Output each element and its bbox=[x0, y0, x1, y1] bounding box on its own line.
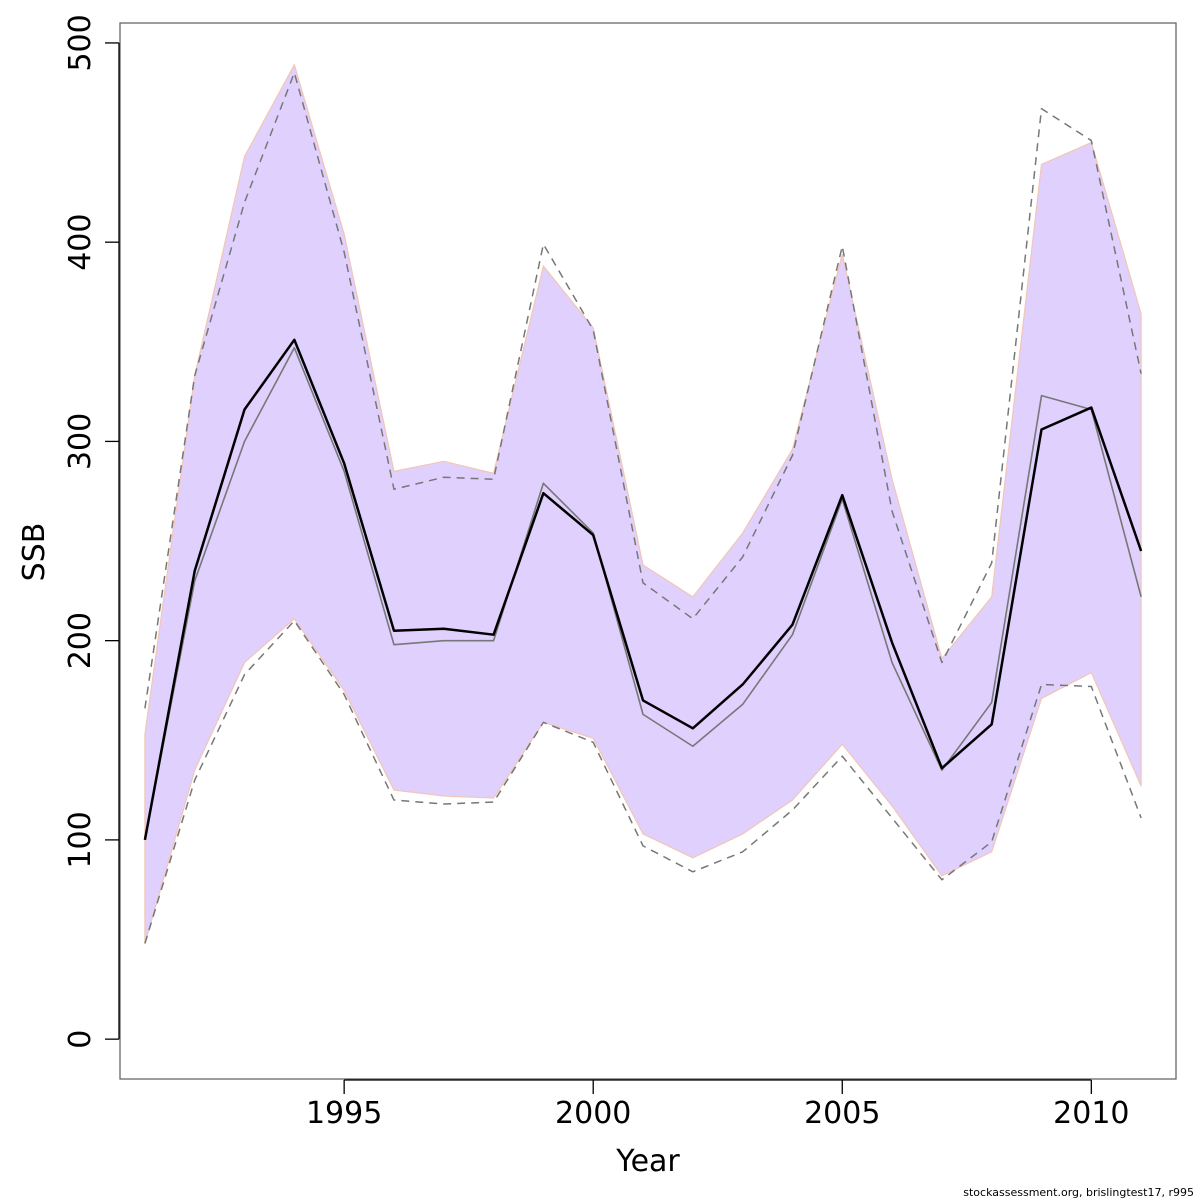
y-tick-label: 200 bbox=[63, 612, 98, 669]
axes-layer: 1995 2000 2005 2010 0 100 200 300 400 500 bbox=[63, 14, 1130, 1131]
footer-credit: stockassessment.org, brislingtest17, r99… bbox=[963, 1186, 1194, 1199]
x-tick-label: 2005 bbox=[804, 1096, 880, 1131]
y-tick-label: 400 bbox=[63, 214, 98, 271]
confidence-band-layer bbox=[144, 63, 1142, 944]
series-lines-layer bbox=[143, 72, 1143, 944]
series-line-estimate bbox=[143, 338, 1143, 841]
confidence-band bbox=[144, 63, 1142, 944]
y-tick-label: 300 bbox=[63, 413, 98, 470]
y-tick-label: 100 bbox=[63, 811, 98, 868]
series-line-alternate bbox=[144, 346, 1142, 841]
y-tick-label: 500 bbox=[63, 14, 98, 71]
y-tick-label: 0 bbox=[63, 1030, 98, 1049]
x-tick-label: 1995 bbox=[306, 1096, 382, 1131]
x-tick-label: 2000 bbox=[555, 1096, 631, 1131]
plot-frame bbox=[119, 22, 1177, 1080]
series-line-lower-dashed bbox=[144, 619, 1142, 944]
y-axis-title: SSB bbox=[17, 523, 52, 582]
x-axis-title: Year bbox=[615, 1144, 680, 1179]
x-tick-label: 2010 bbox=[1053, 1096, 1129, 1131]
series-line-upper-dashed bbox=[144, 72, 1142, 709]
